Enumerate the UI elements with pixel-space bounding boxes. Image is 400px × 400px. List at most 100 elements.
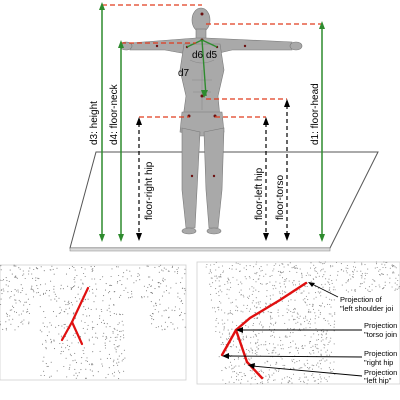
point-cloud-dot bbox=[306, 272, 309, 274]
point-cloud-dot bbox=[385, 261, 387, 264]
point-cloud-dot bbox=[92, 292, 94, 294]
point-cloud-dot bbox=[146, 265, 148, 267]
point-cloud-dot bbox=[364, 278, 366, 280]
point-cloud-dot bbox=[75, 372, 77, 374]
point-cloud-dot bbox=[54, 293, 56, 295]
point-cloud-dot bbox=[329, 340, 331, 342]
point-cloud-dot bbox=[180, 314, 182, 316]
point-cloud-dot bbox=[289, 376, 291, 378]
point-cloud-dot bbox=[265, 344, 267, 346]
point-cloud-dot bbox=[23, 304, 25, 306]
point-cloud-dot bbox=[394, 282, 396, 284]
point-cloud-dot bbox=[30, 287, 33, 289]
point-cloud-dot bbox=[237, 357, 239, 359]
point-cloud-dot bbox=[252, 278, 254, 281]
point-cloud-dot bbox=[40, 374, 42, 376]
point-cloud-dot bbox=[265, 375, 267, 377]
point-cloud-dot bbox=[262, 372, 264, 374]
point-cloud-dot bbox=[41, 343, 44, 345]
point-cloud-dot bbox=[335, 279, 337, 281]
point-cloud-dot bbox=[395, 267, 397, 269]
point-cloud-dot bbox=[304, 285, 306, 287]
point-cloud-dot bbox=[281, 290, 284, 292]
point-cloud-dot bbox=[58, 333, 60, 335]
point-cloud-dot bbox=[287, 328, 289, 330]
point-cloud-dot bbox=[49, 322, 51, 324]
point-cloud-dot bbox=[314, 346, 316, 348]
point-cloud-dot bbox=[289, 262, 291, 264]
point-cloud-dot bbox=[79, 298, 81, 300]
point-cloud-dot bbox=[65, 347, 67, 349]
point-cloud-dot bbox=[101, 365, 104, 367]
point-cloud-dot bbox=[29, 303, 31, 306]
point-cloud-dot bbox=[118, 274, 120, 277]
point-cloud-dot bbox=[345, 270, 347, 272]
point-cloud-dot bbox=[255, 281, 257, 283]
point-cloud-dot bbox=[15, 276, 17, 278]
point-cloud-dot bbox=[254, 272, 256, 274]
point-cloud-dot bbox=[13, 265, 15, 267]
point-cloud-dot bbox=[307, 311, 309, 313]
point-cloud-dot bbox=[389, 277, 391, 279]
point-cloud-dot bbox=[228, 381, 230, 383]
point-cloud-dot bbox=[237, 374, 239, 376]
point-cloud-dot bbox=[0, 265, 2, 267]
point-cloud-dot bbox=[283, 283, 285, 285]
point-cloud-dot bbox=[226, 280, 228, 282]
point-cloud-dot bbox=[238, 379, 240, 381]
point-cloud-dot bbox=[223, 326, 225, 328]
point-cloud-dot bbox=[210, 277, 212, 279]
point-cloud-dot bbox=[243, 358, 245, 360]
point-cloud-dot bbox=[288, 319, 290, 321]
point-cloud-dot bbox=[375, 286, 377, 288]
point-cloud-dot bbox=[291, 315, 293, 317]
point-cloud-dot bbox=[223, 327, 225, 329]
point-cloud-dot bbox=[30, 288, 32, 290]
point-cloud-dot bbox=[109, 311, 111, 313]
point-cloud-dot bbox=[240, 378, 243, 381]
point-cloud-dot bbox=[68, 368, 70, 370]
point-cloud-dot bbox=[330, 291, 332, 293]
point-cloud-dot bbox=[209, 283, 211, 285]
point-cloud-dot bbox=[258, 268, 261, 270]
point-cloud-dot bbox=[25, 293, 27, 295]
point-cloud-dot bbox=[0, 323, 1, 325]
point-cloud-dot bbox=[277, 270, 279, 272]
point-cloud-dot bbox=[129, 297, 131, 299]
point-cloud-dot bbox=[219, 275, 221, 277]
point-cloud-dot bbox=[333, 323, 335, 325]
point-cloud-dot bbox=[28, 312, 30, 314]
point-cloud-dot bbox=[85, 360, 87, 362]
point-cloud-dot bbox=[43, 356, 45, 358]
point-cloud-dot bbox=[237, 358, 239, 360]
point-cloud-dot bbox=[282, 344, 284, 346]
point-cloud-dot bbox=[304, 301, 306, 303]
point-cloud-dot bbox=[231, 268, 233, 270]
point-cloud-dot bbox=[289, 342, 292, 344]
point-cloud-dot bbox=[309, 274, 311, 276]
point-cloud-dot bbox=[150, 301, 152, 303]
point-cloud-dot bbox=[31, 288, 33, 290]
point-cloud-dot bbox=[317, 378, 319, 380]
point-cloud-dot bbox=[127, 291, 129, 293]
point-cloud-dot bbox=[87, 298, 89, 300]
point-cloud-dot bbox=[280, 344, 282, 346]
point-cloud-dot bbox=[151, 292, 153, 295]
point-cloud-dot bbox=[17, 291, 19, 293]
point-cloud-dot bbox=[161, 329, 163, 331]
point-cloud-dot bbox=[273, 347, 275, 349]
point-cloud-dot bbox=[80, 287, 82, 289]
point-cloud-dot bbox=[245, 265, 247, 267]
point-cloud-dot bbox=[308, 309, 310, 311]
point-cloud-dot bbox=[56, 300, 58, 302]
point-cloud-dot bbox=[240, 281, 242, 283]
point-cloud-dot bbox=[90, 308, 92, 311]
point-cloud-dot bbox=[23, 273, 25, 275]
point-cloud-dot bbox=[103, 295, 105, 297]
point-cloud-dot bbox=[255, 317, 257, 319]
point-cloud-dot bbox=[252, 322, 255, 325]
point-cloud-dot bbox=[325, 332, 327, 334]
callout-torso-line2: "torso join bbox=[364, 330, 397, 339]
point-cloud-dot bbox=[236, 324, 238, 327]
point-cloud-dot bbox=[218, 295, 220, 297]
